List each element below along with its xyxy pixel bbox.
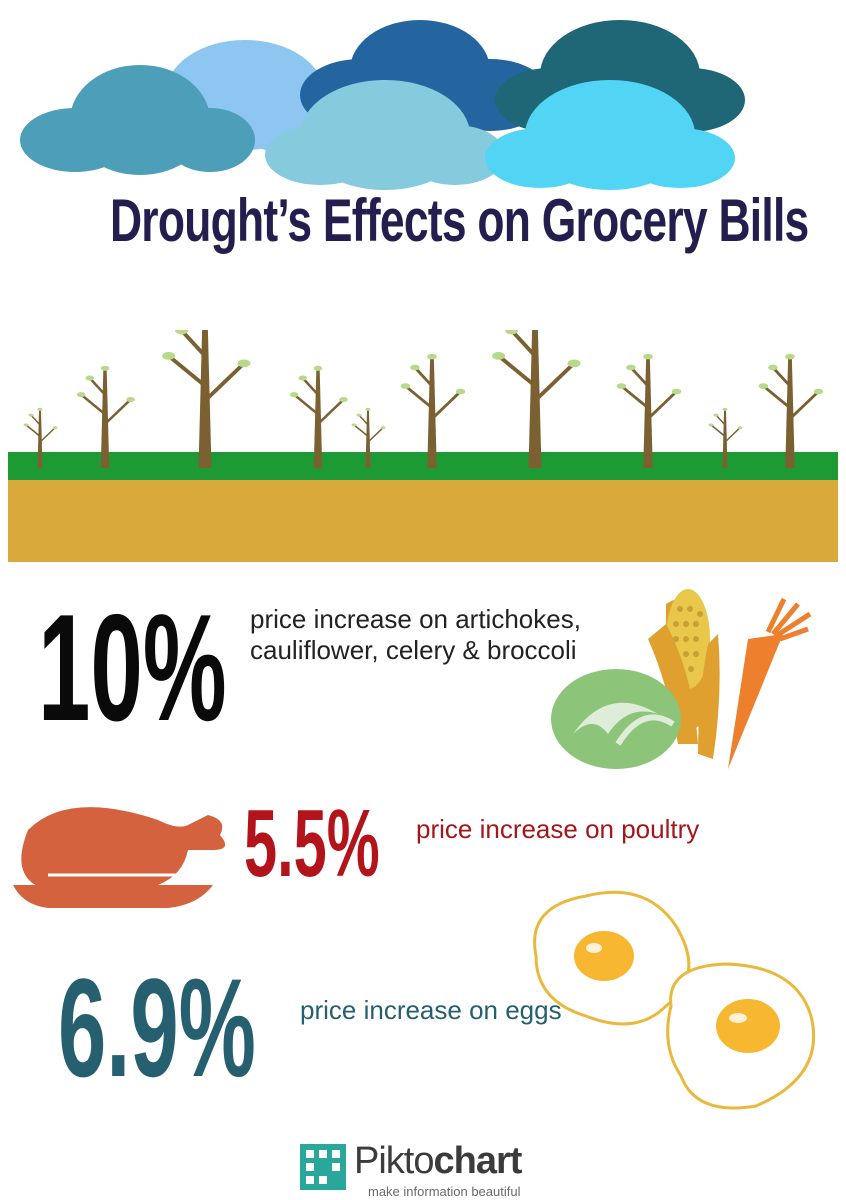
vegetables-icon (551, 589, 812, 769)
drought-landscape (8, 330, 838, 562)
stat-value-vegetables: 10% (38, 583, 227, 753)
soil-strip (8, 480, 838, 562)
trees (23, 330, 824, 468)
cloud-icon (265, 80, 505, 190)
tree-icon (758, 353, 824, 468)
stat-value-poultry: 5.5% (244, 790, 380, 897)
tree-icon (351, 407, 386, 468)
stat-description-eggs: price increase on eggs (300, 995, 562, 1025)
tree-icon (289, 365, 348, 468)
tree-icon (708, 407, 743, 468)
roast-chicken-icon (13, 807, 226, 908)
tree-icon (162, 330, 251, 468)
piktochart-logo: Piktochart make information beautiful (298, 1138, 558, 1200)
cloud-icon (485, 80, 735, 190)
stat-description-poultry: price increase on poultry (416, 814, 700, 844)
piktochart-logo-icon (300, 1144, 346, 1190)
tree-icon (23, 407, 58, 468)
page-title: Drought’s Effects on Grocery Bills (109, 187, 809, 254)
grass-strip (8, 452, 838, 480)
tree-icon (400, 353, 466, 468)
fried-egg-icon (533, 890, 816, 1110)
tree-icon (492, 330, 581, 468)
tree-icon (76, 365, 135, 468)
tree-icon (616, 353, 682, 468)
stat-description-vegetables: price increase on artichokes, cauliflowe… (250, 604, 581, 665)
cloud-icon (20, 65, 255, 175)
clouds-illustration (20, 20, 745, 190)
logo-wordmark: Piktochart (354, 1140, 522, 1182)
logo-tagline: make information beautiful (368, 1184, 521, 1199)
stat-value-eggs: 6.9% (58, 949, 256, 1106)
